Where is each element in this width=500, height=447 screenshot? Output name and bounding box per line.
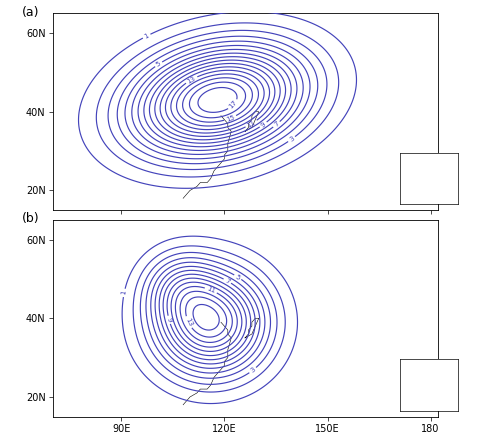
Text: 11: 11 — [206, 286, 216, 295]
Text: 5: 5 — [234, 274, 242, 281]
Text: (a): (a) — [22, 5, 39, 18]
Text: 9: 9 — [166, 317, 172, 323]
Text: 13: 13 — [186, 75, 197, 84]
Text: 17: 17 — [228, 99, 238, 110]
Text: 15: 15 — [225, 114, 235, 122]
Text: 11: 11 — [246, 119, 256, 129]
Text: 1: 1 — [121, 290, 128, 295]
Text: 1: 1 — [144, 33, 150, 40]
Text: 3: 3 — [249, 367, 256, 374]
Text: 7: 7 — [224, 277, 231, 285]
Text: 3: 3 — [288, 135, 295, 143]
Text: 13: 13 — [184, 317, 193, 328]
Text: (b): (b) — [22, 212, 40, 225]
Text: 5: 5 — [155, 60, 162, 68]
Text: 9: 9 — [260, 121, 267, 128]
Text: 7: 7 — [273, 121, 280, 128]
